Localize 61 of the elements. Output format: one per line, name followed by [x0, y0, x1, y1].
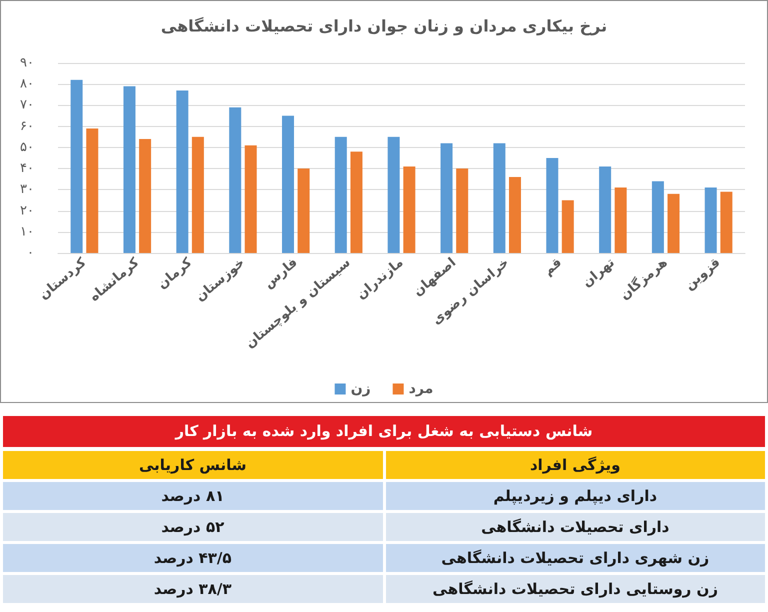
bar [652, 181, 664, 253]
bar [720, 192, 732, 253]
y-tick-label: ۹۰ [20, 56, 34, 70]
text: دارای تحصیلات دانشگاهی [386, 513, 765, 541]
y-tick-label: ۵۰ [20, 140, 34, 155]
bar [334, 136, 347, 253]
y-tick-label: ۷۰ [20, 98, 34, 113]
bar [546, 158, 558, 253]
y-tick-label: ۳۰ [20, 182, 34, 198]
text: ویژگی افراد [386, 451, 765, 479]
y-tick-label: ۴۰ [20, 161, 34, 176]
bar [123, 86, 136, 253]
legend-label: مرد [408, 381, 434, 397]
bar [298, 168, 310, 253]
x-tick-label: خوزستان [192, 255, 248, 305]
y-tick-label: ۰ [27, 246, 34, 260]
bar [70, 80, 83, 253]
legend-label: زن [350, 381, 371, 397]
text: شانس کاریابی [3, 451, 382, 479]
text: زن شهری دارای تحصیلات دانشگاهی [386, 544, 765, 572]
bar [456, 168, 468, 253]
y-tick-label: ۲۰ [20, 203, 34, 218]
bar [86, 128, 98, 253]
bar [493, 143, 506, 253]
bar [704, 188, 717, 253]
chart-title: نرخ بیکاری مردان و زنان جوان دارای تحصیلات دانشگاهی [160, 16, 608, 36]
bar [508, 177, 521, 253]
y-tick-label: ۶۰ [20, 118, 34, 134]
x-tick-label: قزوین [682, 255, 724, 294]
bar [614, 188, 627, 253]
x-tick-label: مازندران [354, 255, 406, 303]
text: ۳۸/۳ درصد [3, 575, 382, 603]
text: دارای دیپلم و زیردیپلم [386, 482, 765, 510]
x-tick-label: اصفهان [410, 255, 460, 300]
bar [440, 143, 453, 253]
x-tick-label: هرمزگان [616, 254, 671, 304]
bar [562, 200, 574, 253]
text: ۸۱ درصد [3, 482, 382, 510]
bar [350, 152, 362, 253]
y-tick-label: ۸۰ [20, 76, 34, 92]
x-tick-label: قم [540, 255, 565, 279]
bar [139, 139, 152, 253]
bar [403, 166, 416, 253]
x-tick-label: تهران [580, 255, 618, 291]
x-tick-label: کرمانشاه [87, 254, 142, 305]
bar [192, 136, 204, 253]
bar [282, 116, 294, 253]
x-tick-label: کردستان [36, 254, 90, 303]
text: زن روستایی دارای تحصیلات دانشگاهی [386, 575, 765, 603]
bar [176, 90, 188, 253]
bar [244, 145, 257, 253]
x-tick-label: فارس [261, 255, 301, 292]
bar [599, 166, 612, 253]
text: ۵۲ درصد [3, 513, 382, 541]
text: شانس دستیابی به شغل برای افراد وارد شده به بازار کار [3, 416, 765, 447]
bar [388, 136, 400, 253]
text: ۴۳/۵ درصد [3, 544, 382, 572]
bar [229, 107, 242, 253]
x-tick-label: کرمان [154, 254, 196, 292]
bar [668, 194, 680, 253]
y-tick-label: ۱۰ [20, 224, 34, 240]
